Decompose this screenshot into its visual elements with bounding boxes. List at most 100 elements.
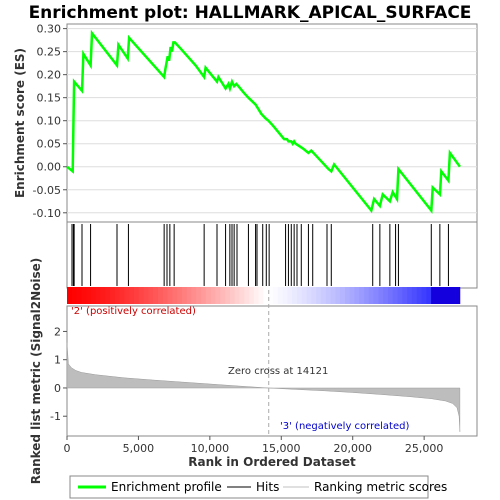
- heat-bar-segment: [431, 287, 437, 304]
- es-tick-label: 0.10: [37, 115, 62, 128]
- x-tick-label: 0: [64, 442, 71, 455]
- heat-bar-segment: [158, 287, 164, 304]
- ranked-list-heat-bar: [67, 287, 461, 304]
- heat-bar-segment: [268, 287, 274, 304]
- es-tick-label: 0.05: [37, 138, 62, 151]
- heat-bar-segment: [411, 287, 418, 304]
- legend-enrichment-label: Enrichment profile: [111, 480, 222, 494]
- heat-bar-segment: [378, 287, 384, 304]
- heat-bar-segment: [81, 287, 87, 304]
- heat-bar-segment: [325, 287, 331, 304]
- heat-bar-segment: [301, 287, 307, 304]
- heat-bar-segment: [320, 287, 327, 304]
- x-axis-label: Rank in Ordered Dataset: [188, 455, 356, 469]
- heat-bar-segment: [143, 287, 149, 304]
- heat-bar-segment: [258, 287, 264, 304]
- legend-metric-label: Ranking metric scores: [314, 480, 447, 494]
- heat-bar-segment: [373, 287, 379, 304]
- es-tick-label: 0.00: [37, 161, 62, 174]
- heat-bar-segment: [220, 287, 226, 304]
- heat-bar-segment: [387, 287, 394, 304]
- heat-bar-segment: [95, 287, 101, 304]
- heat-bar-segment: [253, 287, 260, 304]
- x-tick-label: 10,000: [191, 442, 230, 455]
- heat-bar-segment: [440, 287, 446, 304]
- heat-bar-segment: [335, 287, 341, 304]
- es-tick-label: 0.20: [37, 69, 62, 82]
- metric-tick-label: 2: [54, 325, 61, 338]
- heat-bar-segment: [105, 287, 111, 304]
- heat-bar-segment: [349, 287, 355, 304]
- heat-bar-segment: [86, 287, 92, 304]
- heat-bar-segment: [368, 287, 375, 304]
- heat-bar-segment: [273, 287, 279, 304]
- metric-tick-label: 1: [54, 354, 61, 367]
- heat-bar-segment: [234, 287, 240, 304]
- heat-bar-segment: [445, 287, 451, 304]
- heat-bar-segment: [455, 287, 461, 304]
- heat-bar-segment: [186, 287, 192, 304]
- heat-bar-segment: [426, 287, 432, 304]
- metric-tick-label: 0: [54, 382, 61, 395]
- positive-correlation-label: '2' (positively correlated): [71, 306, 196, 317]
- heat-bar-segment: [402, 287, 408, 304]
- heat-bar-segment: [119, 287, 125, 304]
- metric-y-ticks: -1 0 1 2: [50, 325, 67, 423]
- heat-bar-segment: [364, 287, 370, 304]
- es-tick-label: 0.25: [37, 46, 62, 59]
- heat-bar-segment: [148, 287, 154, 304]
- heat-bar-segment: [416, 287, 422, 304]
- zero-cross-label: Zero cross at 14121: [228, 366, 328, 377]
- chart-title: Enrichment plot: HALLMARK_APICAL_SURFACE: [29, 3, 472, 23]
- heat-bar-segment: [239, 287, 245, 304]
- heat-bar-segment: [100, 287, 106, 304]
- heat-bar-segment: [215, 287, 221, 304]
- heat-bar-segment: [162, 287, 169, 304]
- negative-correlation-label: '3' (negatively correlated): [280, 421, 409, 432]
- heat-bar-segment: [306, 287, 312, 304]
- hits-panel-frame: [66, 221, 478, 289]
- heat-bar-segment: [114, 287, 121, 304]
- heat-bar-segment: [229, 287, 236, 304]
- es-y-axis-label: Enrichment score (ES): [13, 48, 27, 198]
- heat-bar-segment: [296, 287, 303, 304]
- es-tick-label: -0.05: [33, 184, 61, 197]
- heat-bar-segment: [392, 287, 398, 304]
- x-tick-label: 15,000: [262, 442, 301, 455]
- es-tick-label: 0.30: [37, 23, 62, 36]
- metric-panel-frame: [66, 305, 478, 437]
- heat-bar-segment: [397, 287, 403, 304]
- heat-bar-segment: [435, 287, 442, 304]
- heat-bar-segment: [249, 287, 255, 304]
- heat-bar-segment: [201, 287, 207, 304]
- heat-bar-segment: [421, 287, 427, 304]
- heat-bar-segment: [205, 287, 212, 304]
- heat-bar-segment: [383, 287, 389, 304]
- heat-bar-segment: [90, 287, 97, 304]
- heat-bar-segment: [316, 287, 322, 304]
- heat-bar-segment: [71, 287, 77, 304]
- es-y-ticks: -0.10 -0.05 0.00 0.05 0.10 0.15 0.20 0.25 0.30: [33, 23, 67, 220]
- heat-bar-segment: [225, 287, 231, 304]
- heat-bar-segment: [292, 287, 298, 304]
- heat-bar-segment: [110, 287, 116, 304]
- heat-bar-segment: [191, 287, 197, 304]
- metric-tick-label: -1: [50, 410, 61, 423]
- x-axis-ticks: 0 5,000 10,000 15,000 20,000 25,000: [64, 436, 443, 455]
- heat-bar-segment: [263, 287, 269, 304]
- heat-bar-segment: [450, 287, 456, 304]
- heat-bar-segment: [181, 287, 188, 304]
- heat-bar-segment: [134, 287, 140, 304]
- es-tick-label: -0.10: [33, 207, 61, 220]
- heat-bar-segment: [282, 287, 288, 304]
- heat-bar-segment: [172, 287, 178, 304]
- ranking-metric-area: [66, 342, 461, 432]
- heat-bar-segment: [129, 287, 135, 304]
- x-tick-label: 20,000: [333, 442, 372, 455]
- heat-bar-segment: [167, 287, 173, 304]
- heat-bar-segment: [244, 287, 250, 304]
- heat-bar-segment: [354, 287, 360, 304]
- heat-bar-segment: [210, 287, 216, 304]
- heat-bar-segment: [344, 287, 351, 304]
- legend-hits-label: Hits: [256, 480, 279, 494]
